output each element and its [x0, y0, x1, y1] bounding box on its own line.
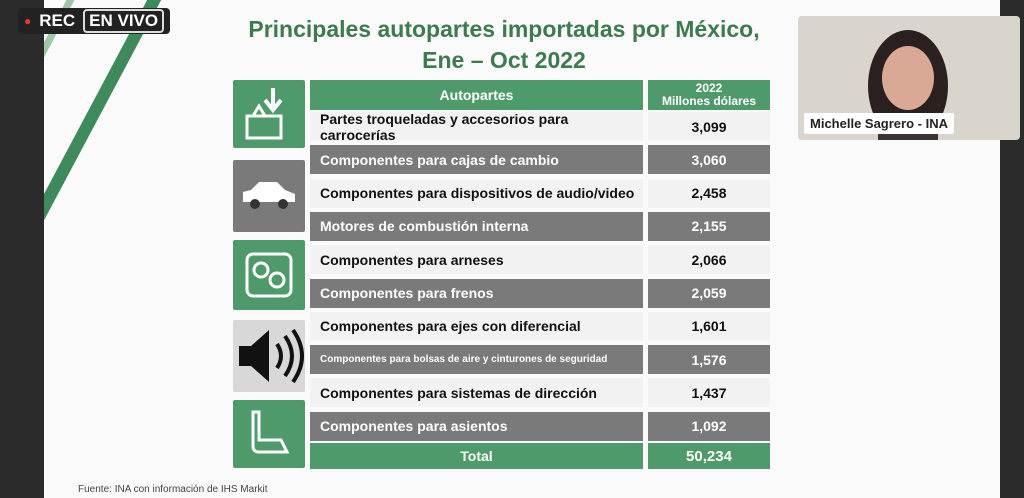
rec-badge: ● REC EN VIVO [18, 8, 171, 34]
row-value: 1,092 [648, 411, 770, 441]
video-tile: Michelle Sagrero - INA [798, 16, 1020, 140]
header-cell: 2022 Millones dólares [648, 80, 770, 110]
row-label: Componentes para dispositivos de audio/v… [310, 178, 643, 208]
icon [233, 320, 305, 392]
row-label: Partes troqueladas y accesorios para car… [310, 111, 643, 143]
title-line: Ene – Oct 2022 [422, 47, 586, 73]
icon [233, 240, 305, 310]
row-label: Componentes para bolsas de aire y cintur… [310, 345, 643, 375]
row-value: 3,099 [648, 112, 770, 141]
header-text: Millones dólares [661, 94, 757, 108]
total-label: Total [310, 443, 643, 469]
row-label: Componentes para ejes con diferencial [310, 311, 643, 341]
row-label: Componentes para asientos [310, 411, 643, 441]
row-value: 1,601 [648, 311, 770, 341]
icon [233, 80, 305, 148]
title-line: Principales autopartes importadas por Mé… [248, 16, 760, 42]
row-value: 2,059 [648, 278, 770, 308]
row-value: 2,066 [648, 245, 770, 275]
header-cell: Autopartes [310, 80, 643, 110]
row-label: Componentes para sistemas de dirección [310, 378, 643, 408]
row-value: 2,458 [648, 178, 770, 208]
source: Fuente: INA con información de IHS Marki… [78, 484, 268, 495]
row-label: Componentes para frenos [310, 278, 643, 308]
row-value: 1,437 [648, 378, 770, 408]
rec-label: REC [39, 11, 76, 30]
row-value: 3,060 [648, 145, 770, 175]
row-label: Motores de combustión interna [310, 211, 643, 241]
row-value: 2,155 [648, 211, 770, 241]
participant-name: Michelle Sagrero - INA [804, 113, 954, 134]
row-label: Componentes para arneses [310, 245, 643, 275]
header-text: 2022 [695, 81, 723, 95]
total-value: 50,234 [648, 443, 770, 469]
row-label: Componentes para cajas de cambio [310, 145, 643, 175]
live-label: EN VIVO [83, 9, 165, 33]
icon [233, 400, 305, 468]
rec-dot: ● [24, 14, 32, 28]
row-value: 1,576 [648, 345, 770, 375]
slide-title: Principales autopartes importadas por Mé… [204, 14, 804, 76]
icon [233, 160, 305, 232]
